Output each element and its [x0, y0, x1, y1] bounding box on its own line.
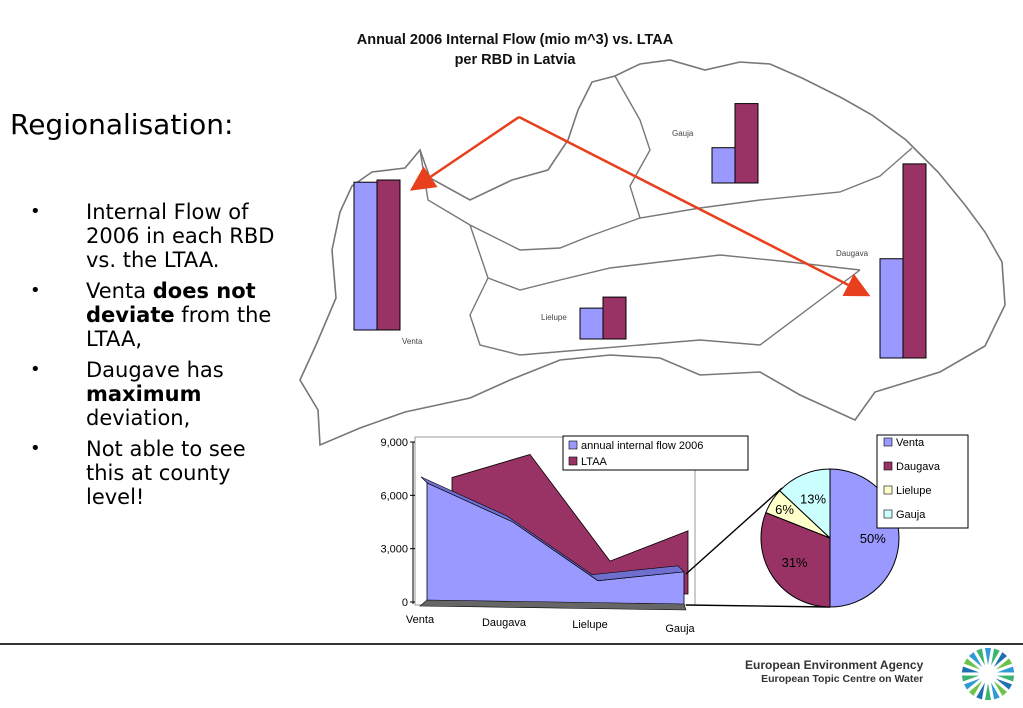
logo-ray	[963, 658, 981, 670]
logo-ray	[985, 648, 991, 665]
pie-legend-label: Daugava	[896, 461, 941, 473]
bullet-text-bold: does not deviate	[86, 279, 256, 327]
connector-line	[685, 487, 783, 575]
region-label-lielupe: Lielupe	[541, 313, 567, 322]
region-label-venta: Venta	[402, 337, 423, 346]
bullet-text-post: from the LTAA,	[86, 303, 272, 351]
pie-legend-label: Lielupe	[896, 485, 931, 497]
area-ytick-label: 9,000	[380, 437, 408, 449]
logo-ray	[991, 682, 1000, 700]
map-bar-venta-annual	[353, 181, 378, 331]
pie-value-label: 31%	[782, 555, 808, 570]
bullet-text-post: deviation,	[86, 406, 191, 430]
eea-logo-icon	[961, 648, 1015, 700]
pie-legend: Venta Daugava Lielupe Gauja	[876, 434, 969, 529]
logo-ray	[985, 683, 991, 700]
pie-value-label: 13%	[800, 492, 826, 507]
bullet-text: Internal Flow of 2006 in each RBD vs. th…	[86, 200, 275, 272]
map-bar-venta-ltaa	[376, 179, 401, 331]
logo-ray	[995, 658, 1013, 670]
pie-legend-label: Venta	[896, 437, 925, 449]
pie-chart: 50% 31% 6% 13%	[760, 468, 900, 608]
logo-ray	[976, 648, 985, 666]
logo-ray	[996, 666, 1015, 673]
area-xtick-label: Daugava	[482, 617, 527, 629]
bullet-dot: •	[30, 359, 41, 380]
map-bar-gauja-ltaa	[734, 103, 759, 184]
logo-ray	[968, 680, 983, 696]
slide-heading: Regionalisation:	[10, 108, 234, 141]
pie-legend-swatch	[883, 485, 893, 495]
region-label-gauja: Gauja	[672, 129, 694, 138]
map-bar-daugava-ltaa	[902, 163, 927, 359]
region-border	[614, 75, 651, 219]
bullet-list: • Internal Flow of 2006 in each RBD vs. …	[30, 200, 280, 516]
area-series-annual-ridge	[420, 476, 685, 581]
bullet-text-pre: Daugave has	[86, 358, 224, 382]
map-bar-gauja-annual	[711, 147, 736, 184]
pie-slice-daugava	[760, 511, 831, 608]
logo-ray	[991, 648, 1000, 666]
pie-value-label: 6%	[775, 502, 794, 517]
region-border	[419, 147, 913, 251]
map-bar-daugava-annual	[879, 258, 904, 359]
area-xtick-label: Lielupe	[572, 619, 607, 631]
logo-ray	[993, 680, 1008, 696]
legend-label-ltaa: LTAA	[581, 456, 608, 468]
logo-center	[981, 667, 995, 681]
pie-legend-swatch	[883, 509, 893, 519]
region-border	[469, 269, 861, 356]
pie-legend-swatch	[883, 461, 893, 471]
area-chart: 9,000 6,000 3,000 0 Venta Daugava Lielupe Gauj…	[380, 435, 749, 635]
logo-ray	[976, 682, 985, 700]
map-title-line2: per RBD in Latvia	[454, 52, 576, 68]
logo-ray	[968, 652, 983, 668]
connector-line	[685, 604, 831, 608]
region-label-daugava: Daugava	[836, 249, 869, 258]
area-ytick-label: 0	[402, 597, 408, 609]
map-title: Annual 2006 Internal Flow (mio m^3) vs. …	[300, 30, 730, 70]
red-arrow-to-daugava	[518, 115, 871, 297]
legend-label-annual: annual internal flow 2006	[581, 440, 703, 452]
logo-ray	[995, 678, 1013, 690]
bullet-dot: •	[30, 201, 41, 222]
footer-divider	[0, 643, 1023, 645]
bullet-dot: •	[30, 280, 41, 301]
logo-ray	[963, 678, 981, 690]
area-xtick-label: Gauja	[665, 623, 695, 635]
org-subname: European Topic Centre on Water	[761, 673, 924, 685]
bullet-item: • Daugave has maximum deviation,	[30, 358, 280, 430]
bullet-dot: •	[30, 438, 41, 459]
logo-ray	[993, 652, 1008, 668]
map-bar-lielupe-ltaa	[602, 296, 627, 340]
bullet-item: • Internal Flow of 2006 in each RBD vs. …	[30, 200, 280, 272]
region-border	[469, 224, 861, 291]
pie-slice-gauja	[778, 468, 831, 540]
bullet-item: • Venta does not deviate from the LTAA,	[30, 279, 280, 351]
legend-swatch-ltaa	[568, 456, 578, 466]
bullet-text: Not able to see this at county level!	[86, 437, 246, 509]
bullet-text-bold: maximum	[86, 382, 202, 406]
area-xtick-label: Venta	[406, 614, 435, 626]
logo-ray	[996, 675, 1015, 682]
red-arrow-to-venta	[409, 115, 520, 191]
bullet-text-pre: Venta	[86, 279, 153, 303]
bullet-item: • Not able to see this at county level!	[30, 437, 280, 509]
area-ytick-label: 6,000	[380, 490, 408, 502]
pie-legend-swatch	[883, 437, 893, 447]
area-chart-legend: annual internal flow 2006 LTAA	[562, 435, 749, 471]
org-name: European Environment Agency	[745, 658, 924, 672]
map-bar-lielupe-annual	[579, 307, 604, 340]
legend-swatch-annual	[568, 440, 578, 450]
pie-legend-label: Gauja	[896, 509, 926, 521]
map-title-line1: Annual 2006 Internal Flow (mio m^3) vs. …	[356, 32, 674, 48]
footer-org: European Environment Agency European Top…	[745, 658, 923, 686]
area-floor	[419, 599, 687, 611]
pie-value-label: 50%	[860, 531, 886, 546]
logo-ray	[961, 666, 980, 673]
latvia-outline	[299, 59, 1006, 447]
logo-ray	[961, 675, 980, 682]
area-ytick-label: 3,000	[380, 544, 408, 556]
